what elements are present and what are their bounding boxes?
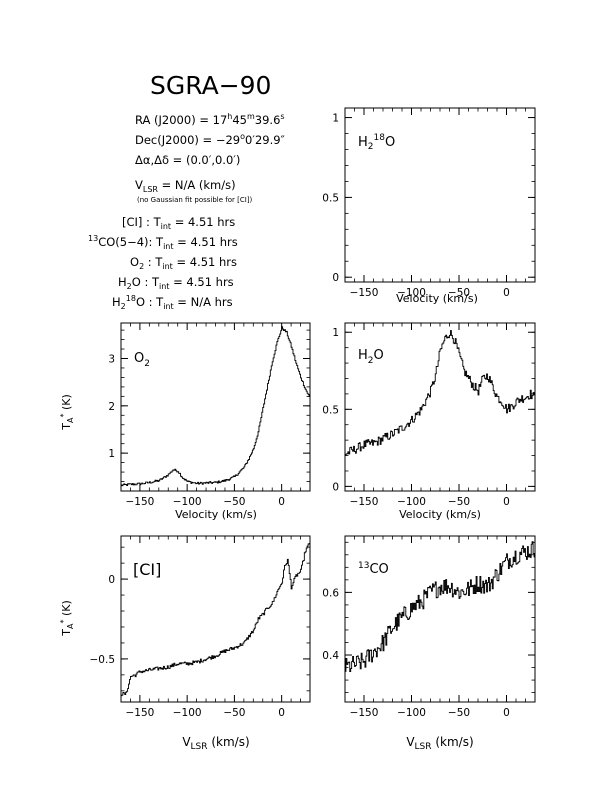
x-tick-label: −50	[448, 707, 470, 719]
y-tick-label: 0.4	[322, 650, 339, 662]
y-tick-label: 0.5	[322, 192, 339, 204]
x-tick-label: −50	[448, 287, 470, 299]
y-tick-label: 0	[108, 574, 115, 586]
dec-line: Dec(J2000) = −29o0′29.9″	[135, 132, 286, 147]
ylabel-ci: TA* (K)	[59, 600, 75, 637]
spectrum-line-13co	[345, 541, 536, 672]
x-tick-label: −100	[397, 287, 426, 299]
tint-h218o: H218O : Tint = N/A hrs	[112, 294, 233, 311]
x-tick-label: −50	[223, 496, 245, 508]
xlabel-h218o: Velocity (km/s)	[396, 292, 478, 305]
panel-h2o: −150 −100 −50 0 0 0.5 1	[322, 322, 536, 508]
x-tick-label: 0	[503, 496, 510, 508]
fit-note: (no Gaussian fit possible for [CI])	[137, 196, 253, 204]
xlabel-o2: Velocity (km/s)	[175, 508, 257, 521]
xlabel-ci: VLSR (km/s)	[182, 735, 249, 752]
source-title: SGRA−90	[150, 71, 271, 100]
x-tick-label: 0	[278, 707, 285, 719]
label-o2: O2	[134, 351, 150, 369]
y-tick-label: 2	[108, 401, 115, 413]
x-tick-label: −100	[173, 707, 202, 719]
x-tick-label: −150	[350, 287, 379, 299]
xlabel-h2o: Velocity (km/s)	[399, 508, 481, 521]
label-h218o: H218O	[358, 133, 395, 152]
y-tick-label: 1	[108, 448, 115, 460]
spectrum-line-o2	[121, 326, 311, 487]
tint-h2o: H2O : Tint = 4.51 hrs	[118, 275, 234, 291]
label-ci: [CI]	[133, 560, 161, 579]
x-tick-label: 0	[503, 287, 510, 299]
x-tick-label: −100	[173, 496, 202, 508]
x-tick-label: −150	[125, 707, 154, 719]
plot-frame	[344, 535, 536, 703]
y-tick-label: 1	[332, 327, 339, 339]
x-tick-label: −150	[350, 496, 379, 508]
x-tick-label: −150	[350, 707, 379, 719]
vlsr-line: VLSR = N/A (km/s)	[135, 178, 236, 194]
y-tick-label: 0.5	[322, 404, 339, 416]
x-tick-label: −50	[448, 496, 470, 508]
y-tick-label: 0	[332, 481, 339, 493]
tint-13co: 13CO(5−4): Tint = 4.51 hrs	[88, 234, 238, 251]
x-tick-label: −150	[125, 496, 154, 508]
xlabel-13co: VLSR (km/s)	[406, 735, 473, 752]
label-13co: 13CO	[358, 561, 389, 577]
y-tick-label: 1	[332, 113, 339, 125]
info-block: RA (J2000) = 17h45m39.6s Dec(J2000) = −2…	[88, 112, 286, 311]
panel-h218o: −150 −100 −50 0 0 0.5 1	[322, 107, 536, 299]
tint-ci: [CI] : Tint = 4.51 hrs	[122, 215, 235, 231]
y-tick-label: 3	[108, 353, 115, 365]
x-tick-label: −100	[397, 496, 426, 508]
ylabel-o2: TA* (K)	[59, 394, 75, 431]
x-tick-label: 0	[503, 707, 510, 719]
panel-13co: −150 −100 −50 0 0.4 0.6	[322, 535, 536, 719]
label-h2o: H2O	[358, 348, 384, 366]
offset-line: Δα,Δδ = (0.0′,0.0′)	[135, 153, 240, 167]
plot-frame	[120, 322, 311, 492]
panel-ci: −150 −100 −50 0 −0.5 0	[90, 535, 311, 719]
x-tick-label: 0	[278, 496, 285, 508]
x-tick-label: −100	[397, 707, 426, 719]
spectrum-line-h2o	[345, 330, 536, 456]
ra-line: RA (J2000) = 17h45m39.6s	[135, 112, 285, 127]
spectrum-line-ci	[121, 542, 311, 697]
y-tick-label: −0.5	[90, 654, 116, 666]
y-tick-label: 0.6	[322, 587, 339, 599]
panel-o2: −150 −100 −50 0 1 2 3	[108, 322, 311, 508]
tint-o2: O2 : Tint = 4.51 hrs	[130, 255, 237, 271]
x-tick-label: −50	[223, 707, 245, 719]
y-tick-label: 0	[332, 272, 339, 284]
